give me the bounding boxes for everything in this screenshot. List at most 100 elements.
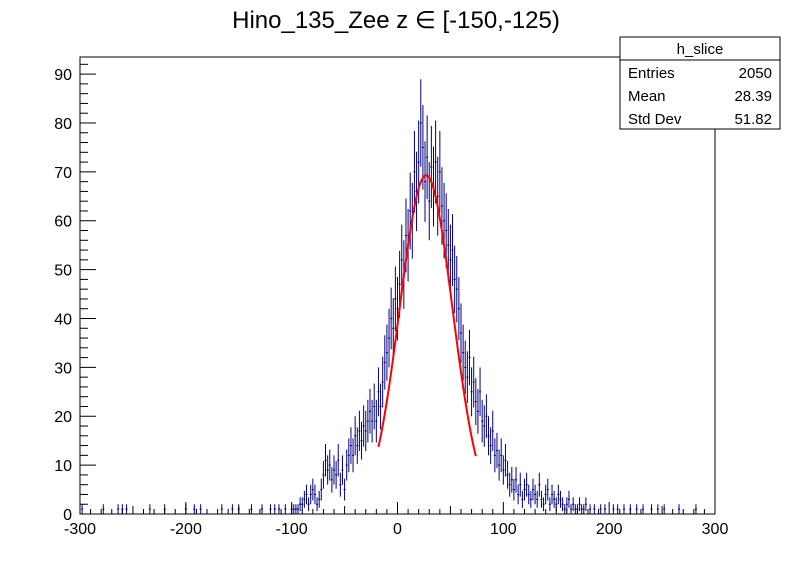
stats-mean-value: 28.39 <box>734 88 772 105</box>
histogram-bin <box>413 130 416 213</box>
histogram-bin <box>385 324 388 381</box>
histogram-bin <box>387 308 391 368</box>
histogram-bin <box>612 504 615 514</box>
y-tick-label: 30 <box>54 360 72 377</box>
histogram-bin <box>322 461 325 489</box>
histogram-bin <box>502 455 505 485</box>
histogram-bin <box>250 504 253 514</box>
histogram-bin <box>193 504 196 514</box>
histogram-bin <box>373 383 376 430</box>
histogram-bin <box>392 298 395 359</box>
histogram-bin <box>542 497 545 512</box>
histogram-bin <box>294 504 297 514</box>
histogram-bin <box>694 504 698 514</box>
histogram-bin <box>326 455 329 485</box>
histogram-bin <box>677 504 681 514</box>
stats-entries-label: Entries <box>628 65 675 82</box>
histogram-bin <box>296 504 300 514</box>
histogram-bin <box>303 490 306 508</box>
histogram-bin <box>567 490 571 508</box>
histogram-bin <box>428 162 431 241</box>
histogram-bin <box>343 478 346 501</box>
histogram-bin <box>559 490 562 508</box>
histogram-bin <box>400 224 403 296</box>
histogram-bin <box>470 367 473 417</box>
histogram-bin <box>356 427 359 464</box>
histogram-bin <box>582 504 585 514</box>
histogram-bin <box>459 303 463 363</box>
histogram-bin <box>231 504 234 514</box>
histogram-bin <box>423 141 427 222</box>
histogram-bin <box>514 466 518 493</box>
histogram-bin <box>358 410 361 452</box>
histogram-bin <box>580 504 583 514</box>
histogram-bin <box>366 399 369 443</box>
x-tick-label: -200 <box>170 521 202 538</box>
histogram-bin <box>330 466 333 493</box>
histogram-bin <box>593 504 596 514</box>
histogram-bin <box>421 105 424 190</box>
histogram-bin <box>584 497 587 512</box>
histogram-bin <box>663 504 666 514</box>
histogram-bin <box>574 504 577 514</box>
histogram-bin <box>436 156 439 236</box>
histogram-bin <box>546 478 549 501</box>
y-tick-label: 10 <box>54 458 72 475</box>
histogram-bin <box>462 324 465 381</box>
histogram-bin <box>277 504 281 514</box>
histogram-bin <box>320 478 323 501</box>
y-tick-label: 90 <box>54 67 72 84</box>
x-tick-label: 300 <box>702 521 729 538</box>
histogram-bin <box>529 490 532 508</box>
histogram-bin <box>125 504 128 514</box>
histogram-bin <box>379 383 382 430</box>
histogram-bin <box>199 504 202 514</box>
x-tick-label: -100 <box>276 521 308 538</box>
histogram-bin <box>521 490 524 508</box>
histogram-bin <box>523 478 526 501</box>
histogram-bin <box>493 438 496 473</box>
histogram-bin <box>299 497 302 512</box>
histogram-bin <box>351 438 355 473</box>
histogram-bars <box>81 79 698 514</box>
histogram-bin <box>368 388 372 434</box>
histogram-bin <box>510 466 513 493</box>
histogram-bin <box>117 504 120 514</box>
histogram-bin <box>561 497 564 512</box>
stats-box-title: h_slice <box>677 41 724 58</box>
histogram-bin <box>313 484 317 505</box>
histogram-bin <box>81 504 84 514</box>
histogram-bin <box>599 504 602 514</box>
y-axis: 0 10 20 30 40 50 60 70 80 90 <box>54 63 96 524</box>
plot-area: -300 -200 -100 0 100 200 300 0 10 20 30 40 50 60 70 80… <box>54 56 728 538</box>
histogram-bin <box>371 399 374 443</box>
histogram-bin <box>491 410 494 452</box>
histogram-bin <box>472 356 475 408</box>
histogram-bin <box>309 484 312 505</box>
histogram-bin <box>485 394 488 439</box>
y-tick-label: 50 <box>54 263 72 280</box>
x-axis: -300 -200 -100 0 100 200 300 <box>64 502 728 538</box>
histogram-bin <box>476 388 479 434</box>
histogram-bin <box>481 399 484 443</box>
histogram-bin <box>332 455 336 485</box>
histogram-bin <box>307 497 310 512</box>
histogram-bin <box>284 504 287 514</box>
histogram-bin <box>383 335 386 390</box>
histogram-bin <box>464 340 467 395</box>
y-tick-label: 20 <box>54 409 72 426</box>
histogram-bin <box>641 504 645 514</box>
histogram-bin <box>341 455 344 485</box>
histogram-bin <box>572 497 575 512</box>
y-tick-label: 70 <box>54 165 72 182</box>
histogram-bin <box>531 478 535 501</box>
histogram-bin <box>557 484 560 505</box>
histogram-bin <box>589 504 592 514</box>
histogram-bin <box>102 504 105 514</box>
histogram-bin <box>519 472 522 497</box>
histogram-bin <box>495 432 499 469</box>
histogram-bin <box>354 416 357 456</box>
histogram-bin <box>525 472 528 497</box>
chart-title: Hino_135_Zee z ∈ [-150,-125) <box>232 7 560 34</box>
histogram-bin <box>500 438 503 473</box>
